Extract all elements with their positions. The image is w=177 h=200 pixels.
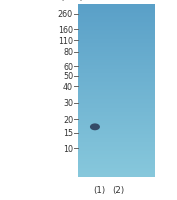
Text: 260: 260 xyxy=(58,10,73,19)
Text: 110: 110 xyxy=(58,37,73,46)
Text: 15: 15 xyxy=(63,129,73,138)
Text: 40: 40 xyxy=(63,82,73,91)
Text: 10: 10 xyxy=(63,144,73,153)
Ellipse shape xyxy=(90,124,100,131)
Text: (kDa): (kDa) xyxy=(60,0,83,2)
Text: 80: 80 xyxy=(63,48,73,57)
Text: 60: 60 xyxy=(63,62,73,71)
Text: (1): (1) xyxy=(93,185,106,194)
Text: 50: 50 xyxy=(63,72,73,81)
Text: 20: 20 xyxy=(63,115,73,124)
Text: (2): (2) xyxy=(112,185,124,194)
Text: 30: 30 xyxy=(63,99,73,108)
Text: 160: 160 xyxy=(58,25,73,34)
